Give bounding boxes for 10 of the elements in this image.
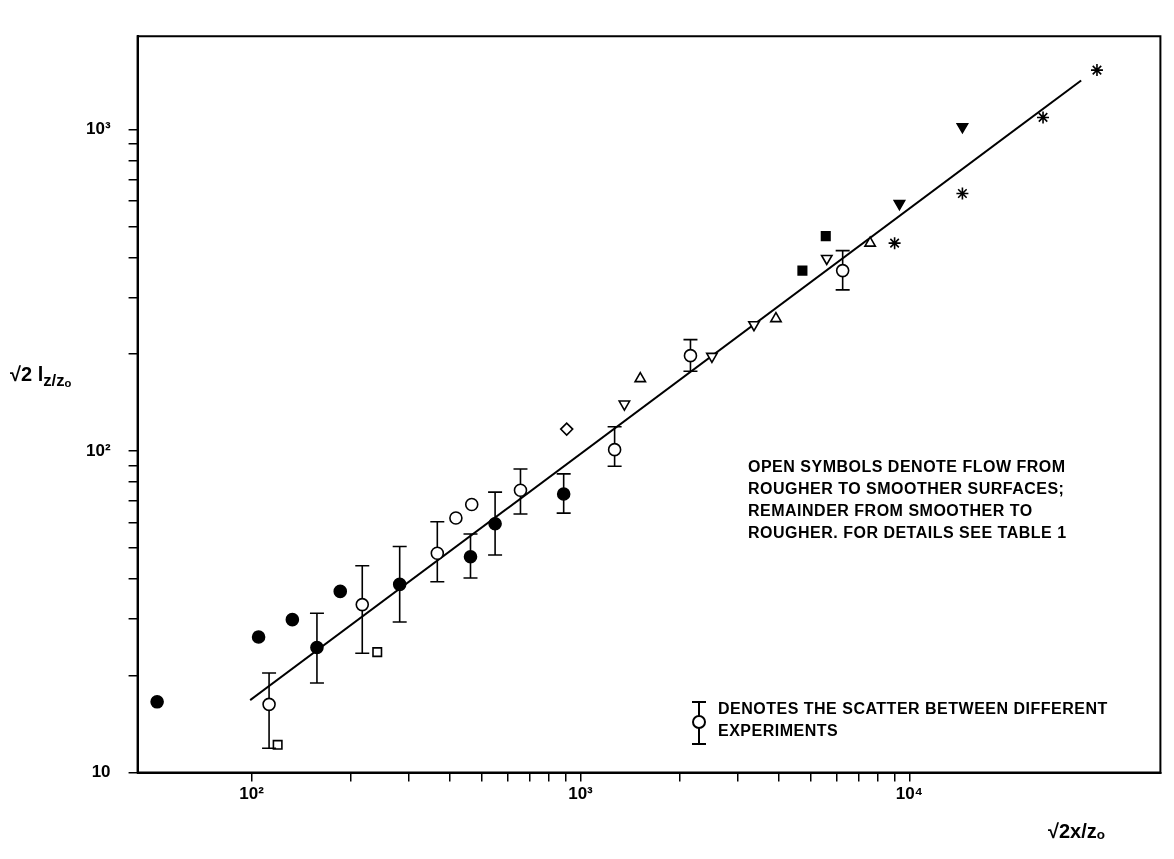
y-tick-label: 10³	[85, 119, 111, 139]
annotation: OPEN SYMBOLS DENOTE FLOW FROM ROUGHER TO SMOOTHER SURFACES; REMAINDER FROM SMOOTHER TO ROUGHER. FOR DETAILS SEE TABLE 1	[748, 457, 1068, 543]
x-tick-label: 10²	[239, 784, 265, 804]
y-tick-label: 10	[91, 762, 111, 782]
x-tick-label: 10⁴	[895, 784, 923, 804]
y-tick-label: 10²	[85, 440, 111, 460]
annotation: DENOTES THE SCATTER BETWEEN DIFFERENT EXPERIMENTS	[718, 699, 1109, 741]
x-axis-title: √2x/zₒ	[1048, 820, 1105, 843]
x-tick-label: 10³	[568, 784, 594, 804]
y-axis-title: √2 l$_{z/zₒ}$	[10, 363, 72, 391]
